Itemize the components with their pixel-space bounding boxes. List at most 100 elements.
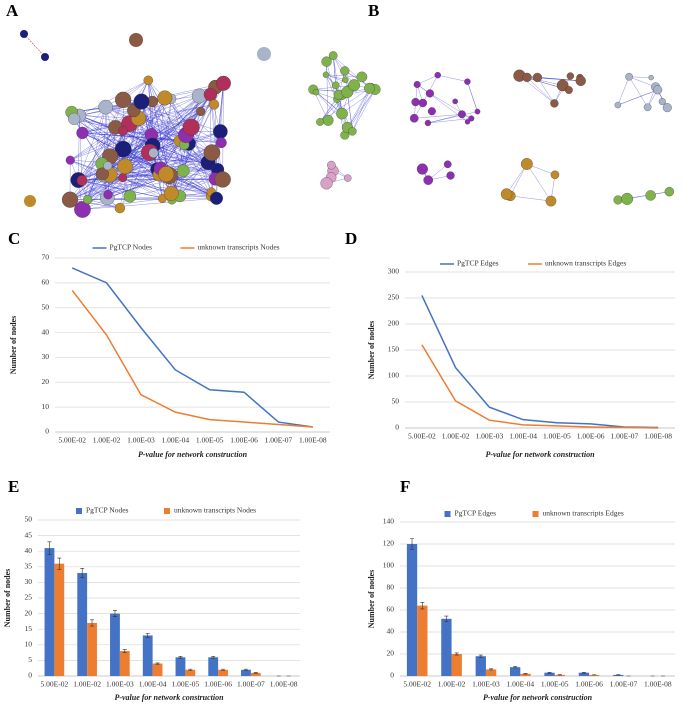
error-bar <box>80 568 85 579</box>
bar <box>77 573 88 676</box>
error-bar <box>145 633 150 638</box>
panel-label: E <box>8 477 19 496</box>
network-node <box>522 72 532 82</box>
network-edge <box>437 74 468 82</box>
network-node <box>664 186 675 197</box>
network-edge <box>629 76 656 88</box>
x-tick-label: 1.00E-06 <box>575 680 603 689</box>
network-edge <box>510 163 528 196</box>
network-edge <box>108 169 218 195</box>
network-edge <box>537 77 555 104</box>
network-edge <box>148 80 184 171</box>
error-bar <box>221 668 226 671</box>
network-node <box>41 53 49 61</box>
x-axis-label: P-value for network construction <box>485 450 595 459</box>
network-edge <box>122 177 163 199</box>
bar <box>208 657 219 676</box>
error-bar <box>178 656 183 659</box>
x-tick-label: 1.00E-08 <box>644 680 672 689</box>
chart: C 0 10 20 30 40 50 60 70 5.00E-02 1.00E-02 1.00E-03… <box>8 229 330 459</box>
network-edge <box>617 89 658 106</box>
network-node <box>446 171 455 180</box>
y-tick-label: 100 <box>388 371 400 380</box>
legend-swatch <box>164 508 170 514</box>
chart: E 0 5 10 15 20 25 30 35 40 45 50 5.00E-02 1.00E-02 1.0… <box>3 477 300 702</box>
x-tick-label: 5.00E-02 <box>403 680 431 689</box>
y-tick-label: 25 <box>25 593 33 602</box>
network-edge <box>87 134 187 200</box>
bar <box>250 672 261 676</box>
error-bar <box>243 668 248 671</box>
y-tick-label: 20 <box>42 377 50 386</box>
network-edge <box>190 127 212 193</box>
network-node <box>458 110 466 119</box>
network-node <box>348 127 357 136</box>
network-edge <box>119 95 200 209</box>
error-bar <box>513 666 518 669</box>
x-tick-label: 1.00E-05 <box>172 680 200 689</box>
network-edge <box>82 104 215 134</box>
error-bar <box>112 610 117 618</box>
network-edge <box>81 99 124 181</box>
y-tick-label: 0 <box>395 423 399 432</box>
x-tick-label: 1.00E-02 <box>73 680 101 689</box>
y-tick-label: 50 <box>392 397 400 406</box>
network-node <box>103 190 113 200</box>
network-node <box>645 190 656 201</box>
network-node <box>118 126 128 136</box>
network-edge <box>510 195 551 202</box>
network-edge <box>70 104 215 161</box>
network-edge <box>417 74 438 85</box>
network-edge <box>347 89 376 128</box>
y-tick-label: 40 <box>25 546 33 555</box>
y-tick-label: 100 <box>383 561 395 570</box>
series-line <box>71 289 313 428</box>
chart: F 0 20 40 60 80 100 120 140 5.00E-02 1.00E-02 1.00E… <box>367 477 675 702</box>
network-node <box>312 88 320 96</box>
network-edge <box>628 76 648 108</box>
y-axis-label: Number of nodes <box>3 569 12 628</box>
x-tick-label: 1.00E-07 <box>265 436 293 445</box>
bar <box>44 548 55 676</box>
network-node <box>464 78 471 85</box>
x-tick-label: 5.00E-02 <box>41 680 69 689</box>
bar <box>578 672 590 676</box>
network-node <box>564 86 573 94</box>
x-tick-label: 1.00E-07 <box>610 680 638 689</box>
error-bar <box>581 671 586 674</box>
network-node <box>658 98 666 106</box>
network-node <box>474 108 481 115</box>
network-edge <box>138 95 200 119</box>
network-node <box>356 71 368 83</box>
network-edge <box>79 115 123 178</box>
network-edge <box>105 106 185 145</box>
bar <box>485 669 497 676</box>
network-node <box>464 119 471 125</box>
network-node <box>411 97 420 107</box>
network-node <box>434 71 441 79</box>
bar <box>613 674 624 676</box>
y-tick-label: 15 <box>25 624 33 633</box>
network-node <box>148 148 159 158</box>
y-tick-label: 10 <box>25 640 33 649</box>
x-tick-label: 1.00E-03 <box>472 680 500 689</box>
network-edge <box>617 76 630 106</box>
network-node <box>328 51 338 60</box>
network-node <box>424 119 432 127</box>
network-node <box>117 158 133 175</box>
x-tick-label: 1.00E-07 <box>611 432 639 441</box>
error-bar <box>454 652 459 656</box>
bar <box>142 635 153 676</box>
network-edge <box>82 191 212 210</box>
network-node <box>452 98 458 105</box>
network-node <box>343 174 352 182</box>
network-node <box>425 89 434 98</box>
panel-label: D <box>345 229 357 248</box>
legend-label: unknown transcripts Nodes <box>174 506 256 515</box>
bar <box>87 622 97 676</box>
x-tick-label: 1.00E-07 <box>237 680 265 689</box>
network-node <box>203 87 218 102</box>
legend-label: unknown transcripts Edges <box>543 509 624 518</box>
network-node <box>76 126 89 139</box>
network-node <box>68 112 81 125</box>
